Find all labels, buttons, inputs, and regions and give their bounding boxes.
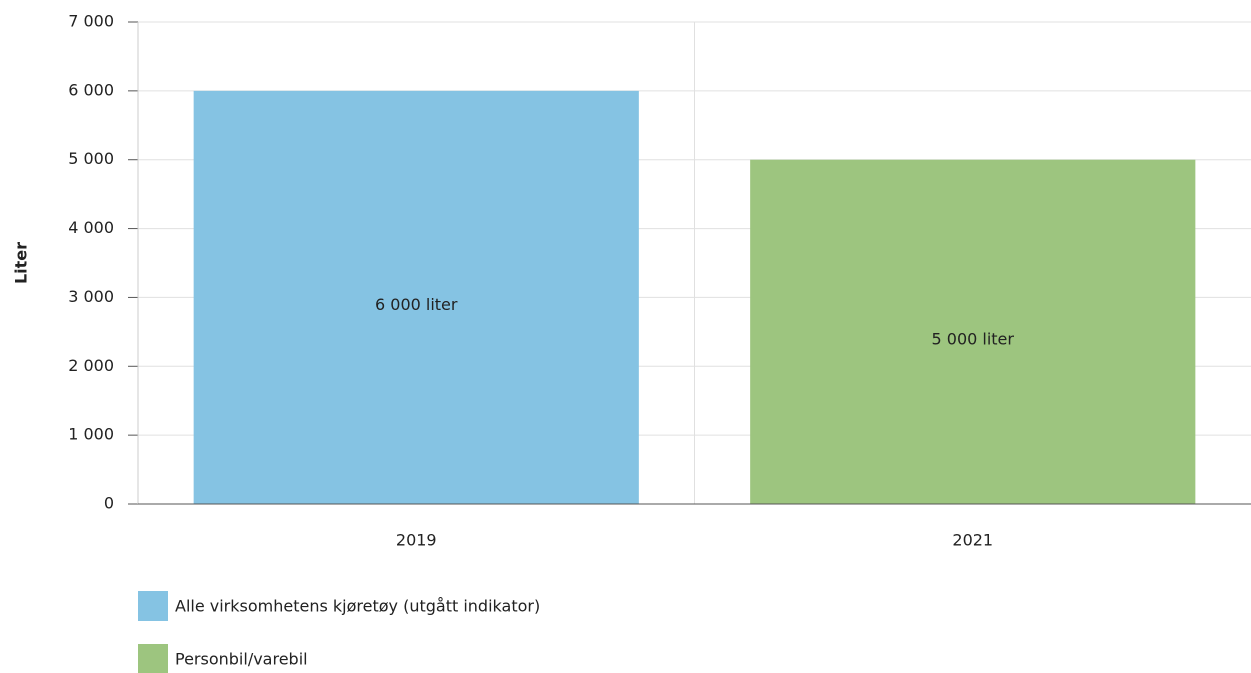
y-tick-label: 3 000 [68, 287, 114, 306]
y-tick-label: 5 000 [68, 149, 114, 168]
legend-swatch [138, 644, 168, 673]
data-label: 6 000 liter [375, 295, 458, 314]
x-tick-label: 2019 [396, 531, 437, 550]
x-tick-label: 2021 [952, 531, 993, 550]
y-tick-label: 1 000 [68, 425, 114, 444]
legend-label: Alle virksomhetens kjøretøy (utgått indi… [175, 597, 540, 616]
legend-label: Personbil/varebil [175, 650, 308, 669]
y-tick-label: 2 000 [68, 356, 114, 375]
y-tick-label: 6 000 [68, 80, 114, 99]
y-tick-label: 4 000 [68, 218, 114, 237]
y-tick-label: 7 000 [68, 12, 114, 31]
legend-swatch [138, 591, 168, 621]
bar [193, 90, 639, 504]
data-label: 5 000 liter [932, 329, 1015, 348]
y-tick-label: 0 [104, 494, 114, 513]
bar [750, 159, 1196, 504]
y-axis-label: Liter [12, 242, 31, 284]
